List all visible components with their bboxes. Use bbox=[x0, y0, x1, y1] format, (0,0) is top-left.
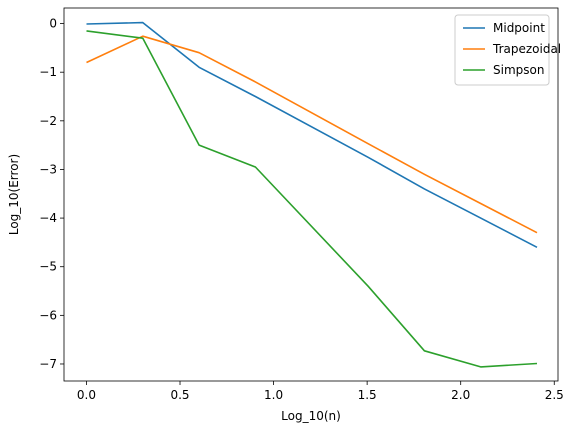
y-tick-label: −6 bbox=[39, 308, 57, 322]
y-axis-label: Log_10(Error) bbox=[7, 154, 21, 235]
x-tick-label: 0.0 bbox=[77, 388, 96, 402]
legend-label-trapezoidal: Trapezoidal bbox=[492, 42, 561, 56]
y-tick-label: −7 bbox=[39, 357, 57, 371]
y-tick-label: 0 bbox=[49, 17, 57, 31]
x-tick-label: 2.0 bbox=[451, 388, 470, 402]
y-tick-label: −4 bbox=[39, 211, 57, 225]
y-tick-label: −3 bbox=[39, 162, 57, 176]
x-tick-label: 1.0 bbox=[264, 388, 283, 402]
y-tick-label: −2 bbox=[39, 114, 57, 128]
legend: Midpoint Trapezoidal Simpson bbox=[455, 15, 561, 85]
x-axis-label: Log_10(n) bbox=[281, 409, 341, 423]
y-tick-label: −5 bbox=[39, 260, 57, 274]
x-tick-label: 0.5 bbox=[170, 388, 189, 402]
x-tick-label: 1.5 bbox=[358, 388, 377, 402]
legend-label-simpson: Simpson bbox=[493, 63, 544, 77]
legend-label-midpoint: Midpoint bbox=[493, 21, 545, 35]
y-tick-label: −1 bbox=[39, 65, 57, 79]
x-tick-label: 2.5 bbox=[545, 388, 564, 402]
